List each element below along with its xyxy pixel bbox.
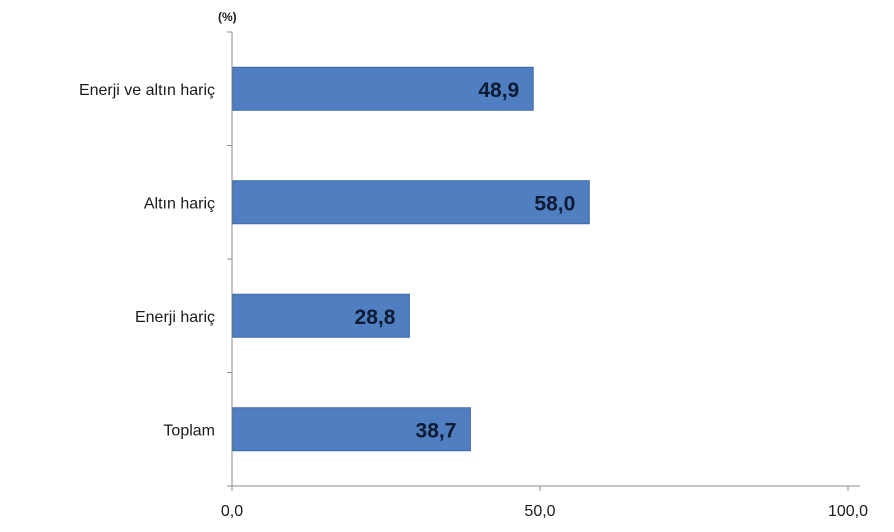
data-label: 28,8 bbox=[355, 306, 396, 329]
bar bbox=[232, 293, 410, 338]
chart-labels: 0,0 50,0 100,0 Enerji ve altın hariç 48,9 Alt… bbox=[79, 79, 868, 520]
category-label: Toplam bbox=[163, 422, 215, 439]
x-tick-label: 50,0 bbox=[524, 503, 555, 520]
chart-axes bbox=[227, 31, 860, 491]
x-tick-label: 0,0 bbox=[221, 503, 243, 520]
bar bbox=[232, 180, 590, 225]
unit-label: (%) bbox=[218, 10, 237, 24]
data-label: 58,0 bbox=[534, 192, 575, 215]
data-label: 48,9 bbox=[478, 79, 519, 102]
data-label: 38,7 bbox=[416, 419, 457, 442]
x-tick-label: 100,0 bbox=[828, 503, 868, 520]
category-label: Enerji hariç bbox=[135, 309, 215, 326]
bar bbox=[232, 407, 471, 452]
category-label: Altın hariç bbox=[144, 195, 215, 212]
chart-bars bbox=[232, 66, 590, 452]
bar bbox=[232, 66, 534, 111]
category-label: Enerji ve altın hariç bbox=[79, 82, 215, 99]
